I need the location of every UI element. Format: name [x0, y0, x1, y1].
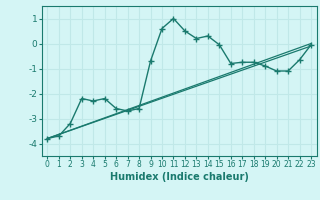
- X-axis label: Humidex (Indice chaleur): Humidex (Indice chaleur): [110, 172, 249, 182]
